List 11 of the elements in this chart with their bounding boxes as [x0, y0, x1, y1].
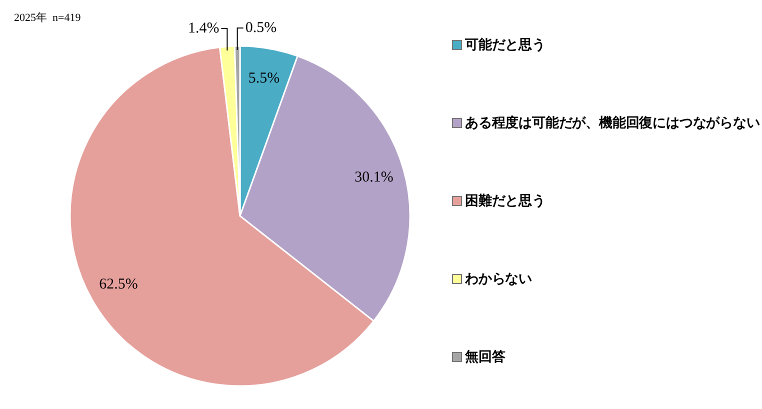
chart-title: 2025年 n=419	[14, 11, 81, 25]
legend-label: 困難だと思う	[465, 192, 546, 210]
data-label: 1.4%	[188, 20, 220, 36]
data-label: 62.5%	[99, 276, 138, 292]
legend-label: 可能だと思う	[465, 36, 546, 54]
legend-label: ある程度は可能だが、機能回復にはつながらない	[465, 114, 760, 132]
data-label: 30.1%	[354, 170, 394, 186]
legend-label: 無回答	[465, 348, 506, 366]
legend-label: わからない	[465, 270, 532, 288]
data-label: 0.5%	[245, 20, 277, 36]
data-label: 5.5%	[248, 70, 280, 87]
